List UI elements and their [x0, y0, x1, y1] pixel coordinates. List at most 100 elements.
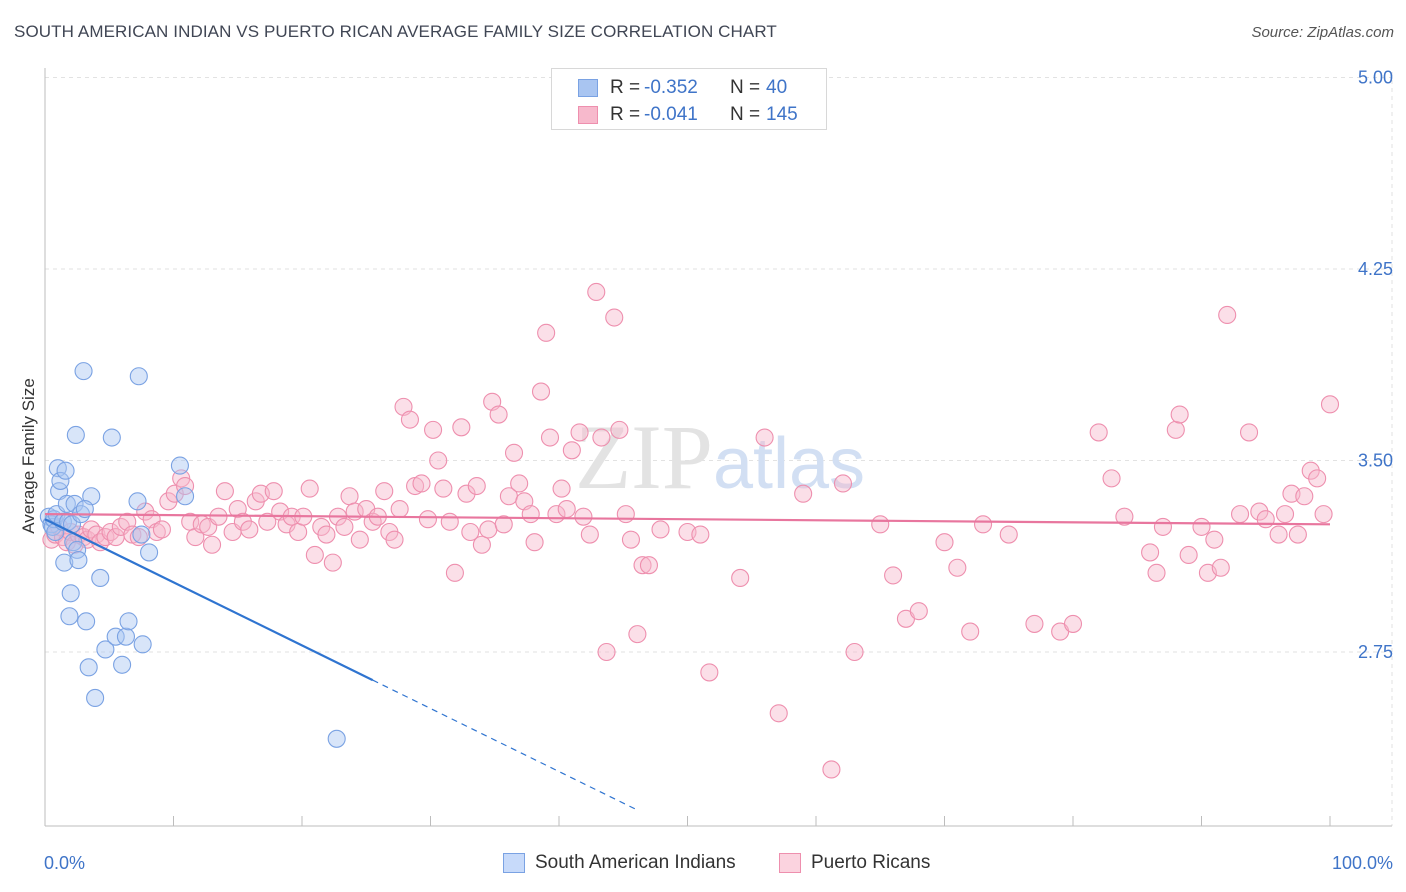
point-puerto-rican [1192, 517, 1211, 536]
point-puerto-rican [375, 482, 394, 501]
point-puerto-rican [1231, 505, 1250, 524]
point-puerto-rican [489, 405, 508, 424]
point-puerto-rican [884, 566, 903, 585]
point-puerto-rican [494, 515, 513, 534]
point-puerto-rican [233, 512, 252, 531]
stats-legend-box: R = -0.352 N = 40 R = -0.041 N = 145 [551, 68, 827, 130]
point-puerto-rican [587, 282, 606, 302]
chart-legend: South American Indians Puerto Ricans [0, 850, 1406, 880]
point-puerto-rican [1025, 614, 1044, 633]
point-puerto-rican [1301, 461, 1320, 480]
point-puerto-rican [700, 663, 719, 682]
point-puerto-rican [628, 625, 647, 644]
point-puerto-rican [1170, 405, 1189, 424]
point-puerto-rican [580, 525, 599, 544]
point-puerto-rican [731, 568, 750, 588]
point-puerto-rican [101, 522, 120, 542]
point-south-american-indian [55, 553, 74, 572]
point-puerto-rican [1218, 305, 1237, 325]
point-puerto-rican [129, 528, 148, 547]
point-puerto-rican [96, 528, 115, 547]
point-puerto-rican [1153, 517, 1172, 536]
axes [44, 68, 1392, 827]
point-puerto-rican [1250, 502, 1269, 521]
y-tick-label: 5.00 [1358, 68, 1393, 88]
legend-label: South American Indians [535, 852, 736, 873]
chart-title: SOUTH AMERICAN INDIAN VS PUERTO RICAN AV… [14, 22, 777, 41]
point-puerto-rican [691, 525, 710, 544]
point-puerto-rican [999, 525, 1018, 544]
y-axis-label: Average Family Size [19, 378, 38, 534]
point-puerto-rican [557, 499, 576, 519]
trend-line-puerto-ricans [44, 513, 1331, 526]
point-south-american-indian [75, 499, 94, 519]
point-puerto-rican [562, 441, 581, 460]
y-tick-label: 4.25 [1358, 259, 1393, 279]
point-south-american-indian [170, 456, 189, 475]
point-puerto-rican [973, 515, 993, 534]
point-south-american-indian [129, 367, 148, 386]
point-puerto-rican [755, 428, 774, 447]
point-puerto-rican [531, 382, 551, 401]
point-south-american-indian [77, 612, 96, 631]
r-value: -0.352 [644, 77, 698, 98]
x-tick-label: 0.0% [44, 853, 85, 873]
point-puerto-rican [1179, 545, 1198, 565]
point-puerto-rican [833, 474, 853, 493]
trend-line-south-american-indians [44, 518, 374, 682]
point-puerto-rican [1147, 563, 1166, 582]
point-puerto-rican [616, 505, 635, 524]
n-label: N = [730, 104, 761, 125]
point-south-american-indian [133, 635, 152, 654]
n-label: N = [730, 77, 761, 98]
point-puerto-rican [452, 418, 471, 437]
point-puerto-rican [400, 410, 419, 429]
point-puerto-rican [822, 760, 841, 779]
point-puerto-rican [340, 487, 359, 506]
point-puerto-rican [1308, 469, 1327, 488]
point-south-american-indian [327, 729, 346, 748]
point-puerto-rican [1141, 543, 1160, 562]
point-south-american-indian [113, 655, 132, 674]
point-puerto-rican [1256, 510, 1275, 529]
point-puerto-rican [1115, 507, 1134, 526]
point-puerto-rican [1102, 469, 1121, 488]
point-puerto-rican [1205, 530, 1224, 549]
point-puerto-rican [621, 530, 641, 549]
point-south-american-indian [65, 494, 84, 513]
point-puerto-rican [1063, 614, 1083, 633]
point-puerto-rican [317, 525, 336, 544]
point-puerto-rican [1269, 525, 1288, 544]
point-puerto-rican [651, 520, 670, 539]
point-puerto-rican [633, 556, 652, 575]
point-south-american-indian [119, 612, 138, 631]
point-puerto-rican [215, 482, 234, 501]
tick-labels: 2.75 3.50 4.25 5.00 0.0% 100.0% [44, 68, 1393, 873]
point-puerto-rican [1211, 558, 1230, 577]
legend-swatch-pink [779, 853, 801, 873]
point-puerto-rican [429, 451, 448, 470]
watermark-zip: ZIP [575, 406, 713, 508]
point-south-american-indian [57, 494, 76, 513]
point-south-american-indian [79, 658, 98, 677]
point-puerto-rican [525, 533, 544, 552]
point-puerto-rican [1288, 525, 1307, 544]
legend-label: Puerto Ricans [811, 852, 931, 873]
gridlines [45, 72, 1393, 826]
point-puerto-rican [570, 423, 589, 442]
point-puerto-rican [457, 484, 476, 503]
point-south-american-indian [102, 428, 121, 447]
point-puerto-rican [537, 323, 556, 342]
point-puerto-rican [385, 530, 404, 549]
source-label: Source: ZipAtlas.com [1251, 24, 1394, 41]
point-puerto-rican [871, 515, 890, 534]
point-south-american-indian [66, 425, 85, 445]
r-value: -0.041 [644, 104, 698, 125]
point-puerto-rican [1166, 420, 1185, 439]
stats-row-puerto-ricans: R = -0.041 N = 145 [552, 102, 826, 130]
point-puerto-rican [610, 420, 629, 439]
data-points [39, 282, 1340, 779]
point-south-american-indian [74, 362, 93, 381]
point-puerto-rican [510, 474, 529, 493]
x-tick-label: 100.0% [1332, 853, 1393, 873]
